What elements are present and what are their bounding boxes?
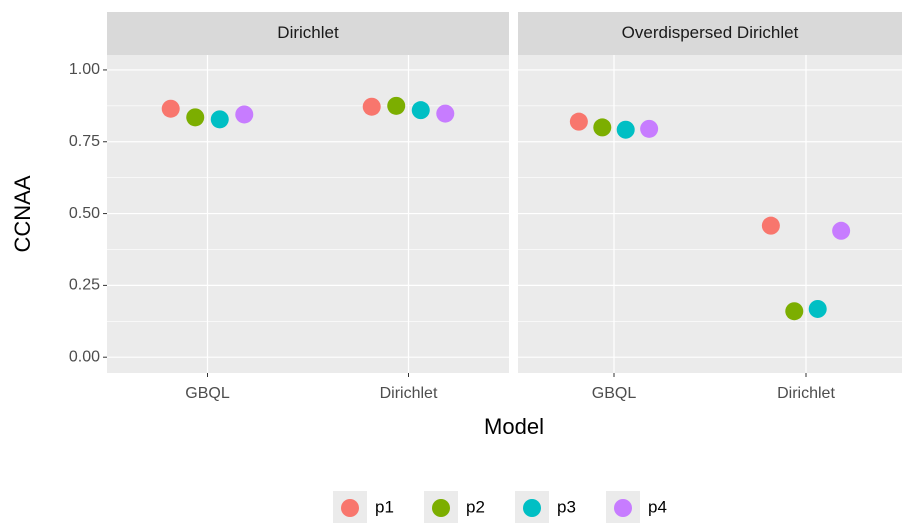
legend-marker: [614, 499, 632, 517]
strip: [518, 12, 902, 55]
panel-title: Overdispersed Dirichlet: [622, 23, 799, 42]
y-tick-label: 1.00: [69, 61, 100, 78]
point: [640, 119, 659, 138]
y-tick-label: 0.00: [69, 348, 100, 365]
point: [210, 110, 229, 129]
point: [362, 97, 381, 116]
point: [832, 221, 851, 240]
point: [186, 108, 205, 127]
legend-label: p3: [557, 497, 576, 516]
y-tick-label: 0.25: [69, 277, 100, 294]
panel-title: Dirichlet: [277, 23, 339, 42]
point: [161, 99, 180, 118]
point: [616, 120, 635, 139]
point: [569, 112, 588, 131]
legend-marker: [523, 499, 541, 517]
x-tick-label: GBQL: [592, 385, 637, 402]
point: [808, 299, 827, 318]
point: [387, 96, 406, 115]
point: [785, 302, 804, 321]
legend-marker: [432, 499, 450, 517]
x-tick-label: Dirichlet: [380, 385, 438, 402]
x-tick-label: GBQL: [185, 385, 230, 402]
y-tick-label: 0.50: [69, 205, 100, 222]
point: [761, 216, 780, 235]
legend-label: p1: [375, 497, 394, 516]
x-tick-label: Dirichlet: [777, 385, 835, 402]
point: [411, 101, 430, 120]
legend-marker: [341, 499, 359, 517]
point: [235, 105, 254, 124]
y-tick-label: 0.75: [69, 133, 100, 150]
point: [436, 104, 455, 123]
x-axis-label: Model: [484, 414, 544, 439]
strip: [107, 12, 509, 55]
point: [593, 118, 612, 137]
legend-label: p2: [466, 497, 485, 516]
y-axis-label: CCNAA: [10, 175, 35, 252]
legend-label: p4: [648, 497, 667, 516]
